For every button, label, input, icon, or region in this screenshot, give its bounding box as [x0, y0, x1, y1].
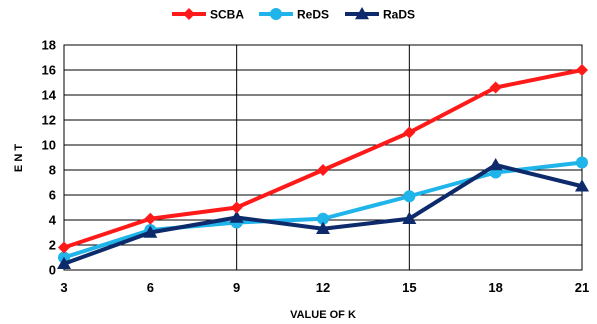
y-axis-ticks: 0 2 4 6 8 10 12 14 16 18 [42, 38, 57, 278]
data-point-scba [576, 64, 588, 76]
y-tick-label: 4 [49, 213, 57, 228]
data-point-rads [143, 225, 158, 238]
x-tick-label: 12 [316, 280, 330, 295]
legend-marker [270, 8, 282, 20]
y-tick-label: 2 [49, 238, 56, 253]
legend-item-reds: ReDS [259, 8, 329, 22]
y-tick-label: 18 [42, 38, 56, 53]
data-point-scba [58, 241, 70, 254]
x-tick-label: 21 [575, 280, 589, 295]
legend-label: ReDS [297, 8, 329, 22]
x-axis-ticks: 3 6 9 12 15 18 21 [60, 280, 589, 295]
y-tick-label: 8 [49, 163, 56, 178]
data-point-reds [403, 190, 416, 203]
series-layer [57, 64, 589, 269]
data-point-scba [144, 212, 157, 225]
y-tick-label: 10 [42, 138, 56, 153]
x-tick-label: 15 [402, 280, 416, 295]
data-point-rads [575, 179, 589, 192]
y-tick-label: 0 [49, 263, 56, 278]
data-point-reds [576, 156, 588, 169]
series-rads [57, 158, 589, 269]
data-point-rads [229, 210, 244, 223]
data-point-scba [489, 81, 502, 94]
y-axis-title: E N T [13, 144, 25, 172]
x-tick-label: 9 [233, 280, 240, 295]
y-tick-label: 16 [42, 63, 56, 78]
data-point-scba [230, 201, 243, 214]
legend-marker [355, 7, 369, 20]
data-point-scba [317, 164, 329, 176]
series-scba [58, 64, 588, 254]
legend: SCBA ReDS RaDS [172, 7, 415, 22]
series-line-reds [62, 160, 584, 260]
legend-marker [183, 8, 195, 20]
data-point-scba [403, 126, 416, 139]
x-tick-label: 6 [147, 280, 154, 295]
legend-label: RaDS [383, 8, 415, 22]
y-tick-label: 14 [42, 88, 57, 103]
data-point-rads [488, 158, 503, 171]
data-point-rads [316, 221, 330, 234]
data-point-rads [402, 211, 417, 224]
x-axis-title: VALUE OF K [290, 309, 356, 321]
x-tick-label: 3 [60, 280, 67, 295]
legend-item-rads: RaDS [345, 7, 415, 22]
legend-item-scba: SCBA [172, 8, 244, 22]
legend-label: SCBA [210, 8, 244, 22]
x-tick-label: 18 [488, 280, 502, 295]
data-point-rads [57, 256, 71, 269]
y-tick-label: 12 [42, 113, 56, 128]
data-point-reds [317, 212, 329, 225]
y-tick-label: 6 [49, 188, 56, 203]
